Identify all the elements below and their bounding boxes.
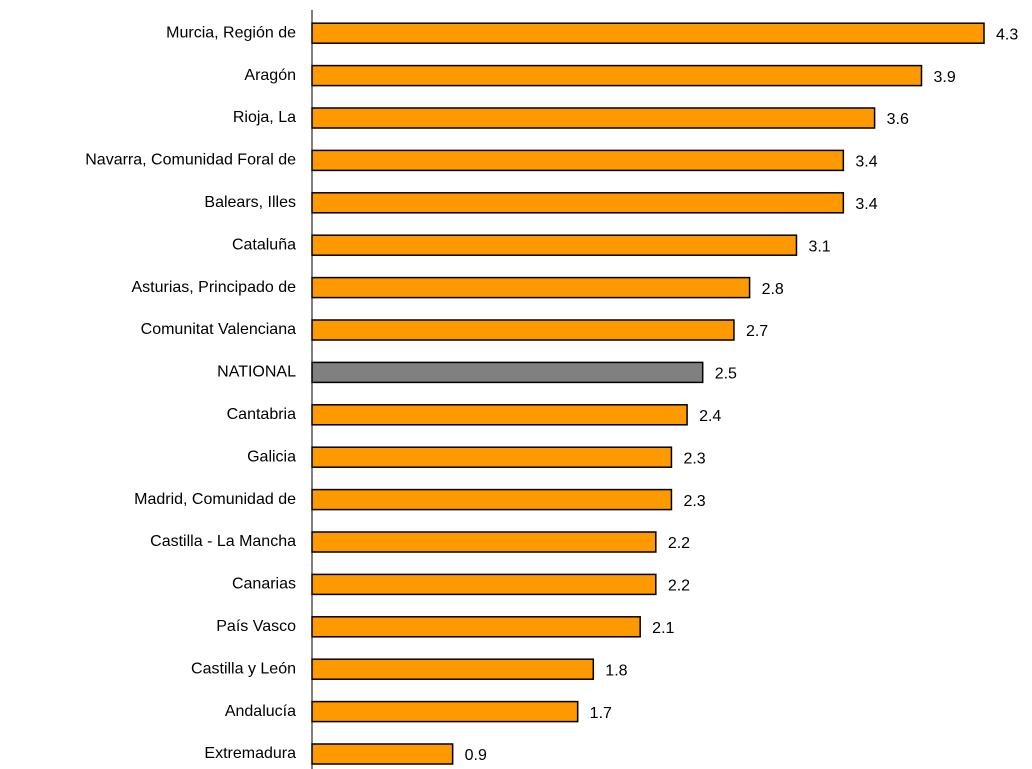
bar bbox=[311, 149, 845, 172]
category-label: Balears, Illes bbox=[204, 194, 296, 211]
value-label: 2.7 bbox=[746, 323, 768, 340]
value-label: 3.9 bbox=[933, 69, 955, 86]
value-label: 3.4 bbox=[855, 196, 877, 213]
category-label: Castilla - La Mancha bbox=[150, 533, 296, 550]
category-label: Navarra, Comunidad Foral de bbox=[85, 152, 296, 169]
bar bbox=[311, 700, 579, 723]
bar bbox=[311, 658, 595, 680]
bar bbox=[311, 361, 704, 384]
value-label: 1.7 bbox=[590, 705, 612, 722]
category-label: Asturias, Principado de bbox=[131, 279, 296, 296]
category-label: Castilla y León bbox=[191, 660, 296, 677]
bar bbox=[311, 192, 845, 214]
value-label: 2.3 bbox=[683, 493, 705, 510]
category-label: Galicia bbox=[247, 448, 296, 465]
value-label: 2.3 bbox=[683, 450, 705, 467]
value-label: 2.4 bbox=[699, 408, 721, 425]
category-label: Extremadura bbox=[204, 745, 296, 762]
category-label: Cantabria bbox=[227, 406, 296, 423]
bar bbox=[311, 107, 876, 129]
value-label: 4.3 bbox=[996, 26, 1018, 43]
value-label: 0.9 bbox=[465, 747, 487, 764]
bar bbox=[311, 531, 657, 553]
bar bbox=[311, 22, 985, 44]
category-label: Madrid, Comunidad de bbox=[134, 491, 296, 508]
value-label: 3.6 bbox=[887, 111, 909, 128]
bar bbox=[311, 64, 923, 87]
bar bbox=[311, 446, 673, 468]
value-label: 2.2 bbox=[668, 578, 690, 595]
bar bbox=[311, 276, 751, 299]
value-label: 2.1 bbox=[652, 620, 674, 637]
category-label: Murcia, Región de bbox=[166, 24, 296, 41]
value-label: 2.8 bbox=[762, 281, 784, 298]
bar bbox=[311, 616, 641, 638]
category-label: NATIONAL bbox=[217, 364, 296, 381]
value-label: 3.1 bbox=[808, 238, 830, 255]
bar bbox=[311, 488, 673, 511]
category-label: Aragón bbox=[244, 67, 296, 84]
category-label: Canarias bbox=[232, 576, 296, 593]
bar bbox=[311, 404, 688, 426]
bar bbox=[311, 234, 798, 256]
bar bbox=[311, 319, 735, 341]
category-label: País Vasco bbox=[216, 618, 296, 635]
category-label: Comunitat Valenciana bbox=[141, 321, 296, 338]
bar bbox=[311, 743, 454, 765]
bar bbox=[311, 573, 657, 596]
value-label: 3.4 bbox=[855, 154, 877, 171]
value-label: 2.5 bbox=[715, 366, 737, 383]
category-label: Andalucía bbox=[225, 703, 296, 720]
value-label: 2.2 bbox=[668, 535, 690, 552]
category-label: Cataluña bbox=[232, 236, 296, 253]
category-label: Rioja, La bbox=[233, 109, 296, 126]
value-label: 1.8 bbox=[605, 662, 627, 679]
